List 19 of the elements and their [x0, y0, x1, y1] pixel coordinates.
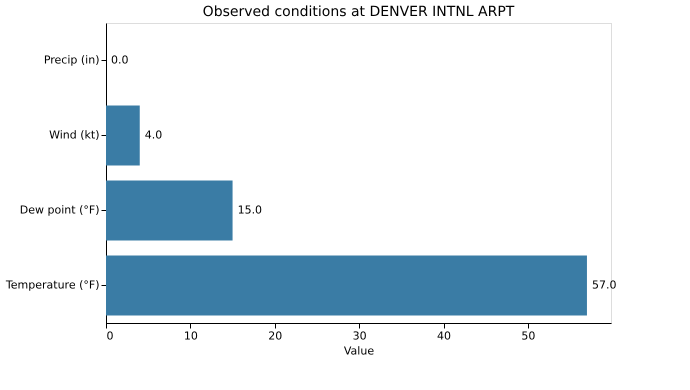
- y-tick-label: Precip (in): [44, 54, 100, 66]
- bar: [106, 180, 233, 240]
- y-tick-label: Dew point (°F): [20, 204, 100, 216]
- x-tick-label: 10: [184, 330, 198, 342]
- x-axis-title: Value: [344, 344, 374, 358]
- y-tick-label: Temperature (°F): [4, 278, 100, 292]
- data-label: 4.0: [144, 128, 162, 142]
- x-tick-label: 20: [268, 330, 282, 342]
- x-tick-label: 0: [106, 330, 114, 342]
- x-tick-label: 50: [521, 330, 536, 342]
- data-label: 15.0: [238, 204, 262, 216]
- data-label: 57.0: [592, 278, 616, 292]
- data-label: 0.0: [111, 54, 128, 66]
- y-tick-label: Wind (kt): [49, 128, 100, 142]
- x-tick-label: 30: [352, 330, 367, 342]
- chart-title: Observed conditions at DENVER INTNL ARPT: [202, 4, 515, 20]
- bar: [106, 106, 140, 166]
- bar: [106, 256, 587, 316]
- x-tick-label: 40: [437, 330, 452, 342]
